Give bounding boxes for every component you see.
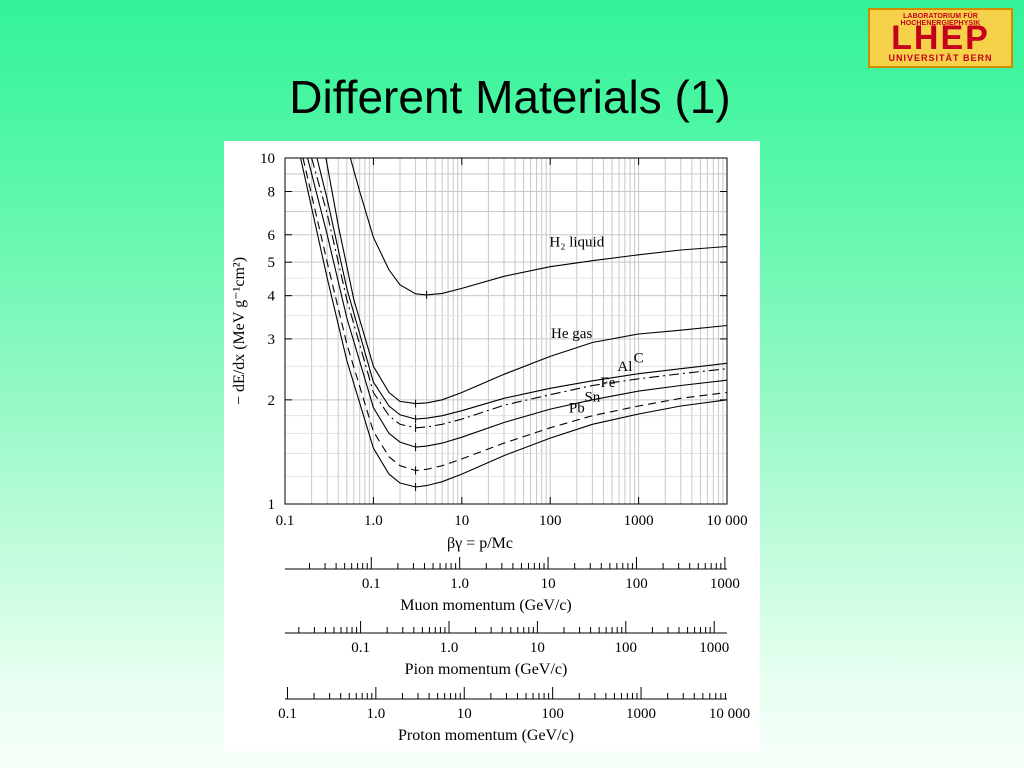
plot-frame <box>284 157 728 505</box>
chart-curves <box>300 157 728 491</box>
curve-0 <box>349 157 728 296</box>
curve-3 <box>311 157 728 429</box>
logo-main-text: LHEP <box>891 19 990 57</box>
chart-grid <box>285 158 727 504</box>
logo-bottom-text: UNIVERSITÄT BERN <box>888 53 993 63</box>
momentum-tick-label: 1.0 <box>366 706 385 722</box>
series-label-2: C <box>634 351 644 367</box>
x-axis-label: βγ = p/Mc <box>447 535 513 552</box>
curve-1 <box>325 157 728 405</box>
energy-loss-figure: 1 2 3 4 5 6 8 10 − dE/dx (MeV g⁻¹cm²) 0.1 1.0 10 10… <box>224 141 760 751</box>
x-tick-label: 100 <box>539 513 562 529</box>
series-label-5: Sn <box>584 389 600 405</box>
y-tick-label: 6 <box>268 228 276 244</box>
momentum-tick-label: 0.1 <box>351 640 370 656</box>
logo-top-text: LABORATORIUM FÜR HOCHENERGIEPHYSIK <box>900 13 981 27</box>
momentum-tick-label: 1000 <box>626 706 656 722</box>
slide-title: Different Materials (1) <box>289 71 731 123</box>
momentum-tick-label: 10 <box>530 640 545 656</box>
curve-4 <box>307 157 728 448</box>
momentum-axes: 0.1 1.0 10 100 1000 Muon momentum (GeV/c) 0.1 1… <box>278 557 750 744</box>
series-label-1: He gas <box>551 326 592 342</box>
momentum-tick-label: 1000 <box>710 576 740 592</box>
chart-frame <box>284 157 728 505</box>
x-tick-label: 1.0 <box>364 513 383 529</box>
y-axis-ticks: 1 2 3 4 5 6 8 10 − dE/dx (MeV g⁻¹cm²) <box>231 151 727 513</box>
momentum-axis-label: Proton momentum (GeV/c) <box>398 727 574 744</box>
x-tick-label: 1000 <box>624 513 654 529</box>
lhep-logo: LABORATORIUM FÜR HOCHENERGIEPHYSIK LHEP … <box>868 8 1013 68</box>
y-tick-label: 8 <box>268 185 276 201</box>
momentum-tick-label: 10 000 <box>709 706 750 722</box>
momentum-tick-label: 1.0 <box>440 640 459 656</box>
momentum-tick-label: 0.1 <box>278 706 297 722</box>
x-tick-label: 10 000 <box>706 513 747 529</box>
y-tick-label: 10 <box>260 151 275 167</box>
momentum-tick-label: 10 <box>541 576 556 592</box>
momentum-tick-label: 10 <box>457 706 472 722</box>
momentum-axis-label: Pion momentum (GeV/c) <box>405 661 568 678</box>
momentum-tick-label: 0.1 <box>362 576 381 592</box>
momentum-tick-label: 100 <box>615 640 638 656</box>
curve-6 <box>300 157 728 488</box>
y-tick-label: 1 <box>268 497 276 513</box>
x-tick-label: 0.1 <box>276 513 295 529</box>
y-tick-label: 5 <box>268 255 276 271</box>
x-axis-ticks: 0.1 1.0 10 100 1000 10 000 βγ = p/Mc <box>276 158 748 552</box>
momentum-axis-label: Muon momentum (GeV/c) <box>400 597 572 614</box>
series-label-6: Pb <box>569 400 585 416</box>
y-tick-label: 4 <box>268 289 276 305</box>
momentum-tick-label: 1000 <box>699 640 729 656</box>
momentum-tick-label: 100 <box>625 576 648 592</box>
curve-5 <box>302 157 728 472</box>
y-axis-label: − dE/dx (MeV g⁻¹cm²) <box>231 257 248 405</box>
momentum-tick-label: 1.0 <box>450 576 469 592</box>
y-tick-label: 3 <box>268 332 276 348</box>
series-label-4: Fe <box>600 375 615 391</box>
energy-loss-chart: 1 2 3 4 5 6 8 10 − dE/dx (MeV g⁻¹cm²) 0.1 1.0 10 10… <box>231 151 750 744</box>
series-label-0: H₂ liquid <box>549 234 604 250</box>
x-tick-label: 10 <box>454 513 469 529</box>
curve-2 <box>316 157 728 420</box>
momentum-tick-label: 100 <box>541 706 564 722</box>
y-tick-label: 2 <box>268 393 276 409</box>
series-label-3: Al <box>617 359 632 375</box>
